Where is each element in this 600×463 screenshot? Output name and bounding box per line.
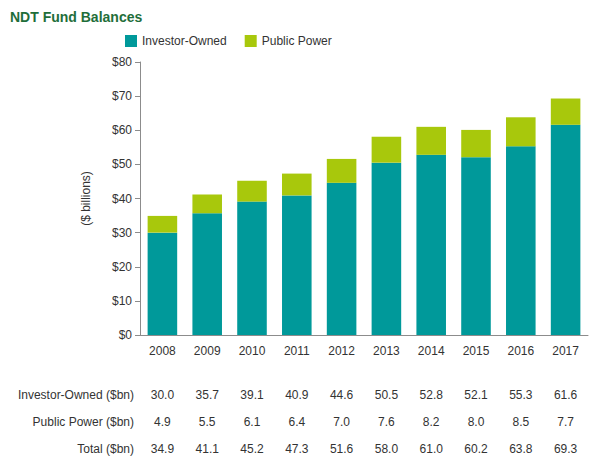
svg-text:5.5: 5.5 <box>199 415 216 429</box>
svg-text:6.4: 6.4 <box>288 415 305 429</box>
svg-text:$70: $70 <box>112 89 132 103</box>
svg-text:61.0: 61.0 <box>420 442 444 456</box>
svg-text:2009: 2009 <box>194 344 221 358</box>
svg-text:$10: $10 <box>112 294 132 308</box>
svg-text:41.1: 41.1 <box>196 442 220 456</box>
svg-text:Total ($bn): Total ($bn) <box>77 442 134 456</box>
svg-text:52.1: 52.1 <box>464 388 488 402</box>
svg-text:34.9: 34.9 <box>151 442 175 456</box>
svg-text:$20: $20 <box>112 260 132 274</box>
svg-text:$60: $60 <box>112 123 132 137</box>
svg-text:2012: 2012 <box>328 344 355 358</box>
svg-text:45.2: 45.2 <box>240 442 264 456</box>
svg-text:51.6: 51.6 <box>330 442 354 456</box>
svg-text:$30: $30 <box>112 226 132 240</box>
svg-text:35.7: 35.7 <box>196 388 220 402</box>
svg-text:39.1: 39.1 <box>240 388 264 402</box>
svg-text:Investor-Owned: Investor-Owned <box>142 34 227 48</box>
svg-text:8.2: 8.2 <box>423 415 440 429</box>
svg-text:Public Power ($bn): Public Power ($bn) <box>33 415 134 429</box>
svg-text:63.8: 63.8 <box>509 442 533 456</box>
svg-text:Public Power: Public Power <box>262 34 332 48</box>
svg-text:6.1: 6.1 <box>244 415 261 429</box>
svg-text:55.3: 55.3 <box>509 388 533 402</box>
svg-text:60.2: 60.2 <box>464 442 488 456</box>
svg-text:61.6: 61.6 <box>554 388 578 402</box>
svg-text:47.3: 47.3 <box>285 442 309 456</box>
svg-text:$0: $0 <box>119 328 133 342</box>
svg-text:7.0: 7.0 <box>333 415 350 429</box>
svg-text:8.5: 8.5 <box>512 415 529 429</box>
svg-text:2016: 2016 <box>507 344 534 358</box>
svg-text:44.6: 44.6 <box>330 388 354 402</box>
svg-text:2014: 2014 <box>418 344 445 358</box>
svg-text:2008: 2008 <box>149 344 176 358</box>
svg-text:30.0: 30.0 <box>151 388 175 402</box>
svg-text:2017: 2017 <box>552 344 579 358</box>
svg-text:7.7: 7.7 <box>557 415 574 429</box>
svg-text:2015: 2015 <box>463 344 490 358</box>
svg-text:40.9: 40.9 <box>285 388 309 402</box>
svg-text:2010: 2010 <box>239 344 266 358</box>
svg-text:$80: $80 <box>112 55 132 69</box>
svg-text:$50: $50 <box>112 157 132 171</box>
svg-text:7.6: 7.6 <box>378 415 395 429</box>
svg-text:($ billions): ($ billions) <box>79 171 93 226</box>
svg-text:58.0: 58.0 <box>375 442 399 456</box>
svg-text:4.9: 4.9 <box>154 415 171 429</box>
svg-text:2011: 2011 <box>284 344 310 358</box>
svg-text:Investor-Owned ($bn): Investor-Owned ($bn) <box>18 388 134 402</box>
svg-text:8.0: 8.0 <box>468 415 485 429</box>
svg-text:2013: 2013 <box>373 344 400 358</box>
svg-text:$40: $40 <box>112 192 132 206</box>
svg-text:69.3: 69.3 <box>554 442 578 456</box>
svg-text:50.5: 50.5 <box>375 388 399 402</box>
svg-text:52.8: 52.8 <box>420 388 444 402</box>
svg-text:NDT Fund Balances: NDT Fund Balances <box>10 9 142 25</box>
